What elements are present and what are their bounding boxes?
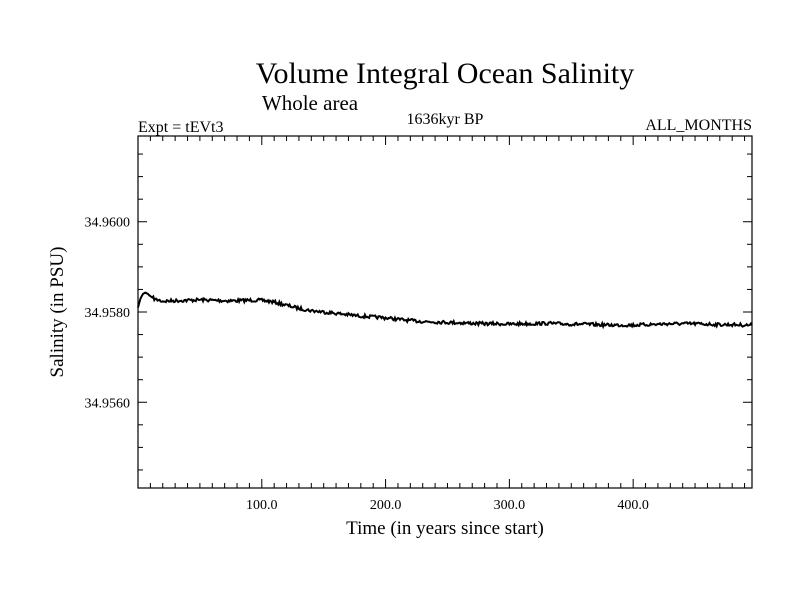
axis-tick-labels: 100.0 200.0 300.0 400.0 34.9560 34.9580 34.960… (85, 216, 649, 513)
x-tick-label: 100.0 (246, 498, 278, 513)
months-label: ALL_MONTHS (645, 117, 752, 134)
salinity-series-line (137, 291, 753, 330)
x-tick-label: 200.0 (370, 498, 402, 513)
period-label: 1636kyr BP (407, 111, 484, 128)
chart-title: Volume Integral Ocean Salinity (256, 57, 635, 90)
plot-frame (137, 135, 753, 489)
x-tick-label: 300.0 (494, 498, 526, 513)
y-axis-label: Salinity (in PSU) (47, 247, 68, 378)
axis-ticks (138, 136, 752, 488)
x-tick-label: 400.0 (617, 498, 649, 513)
y-tick-label: 34.9580 (85, 306, 131, 321)
y-tick-label: 34.9560 (85, 396, 131, 411)
experiment-label: Expt = tEVt3 (138, 119, 223, 136)
x-axis-label: Time (in years since start) (346, 518, 544, 539)
chart-subtitle: Whole area (262, 91, 359, 115)
y-tick-label: 34.9600 (85, 216, 131, 231)
